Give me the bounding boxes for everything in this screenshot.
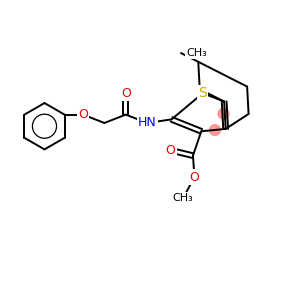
Text: S: S [198, 86, 207, 100]
Text: CH₃: CH₃ [186, 48, 207, 58]
Text: O: O [190, 170, 200, 184]
Text: HN: HN [138, 116, 157, 130]
Text: O: O [121, 87, 131, 100]
Text: O: O [166, 144, 176, 157]
Circle shape [218, 108, 229, 119]
Text: O: O [78, 108, 88, 121]
Circle shape [210, 125, 220, 135]
Text: CH₃: CH₃ [172, 193, 193, 203]
